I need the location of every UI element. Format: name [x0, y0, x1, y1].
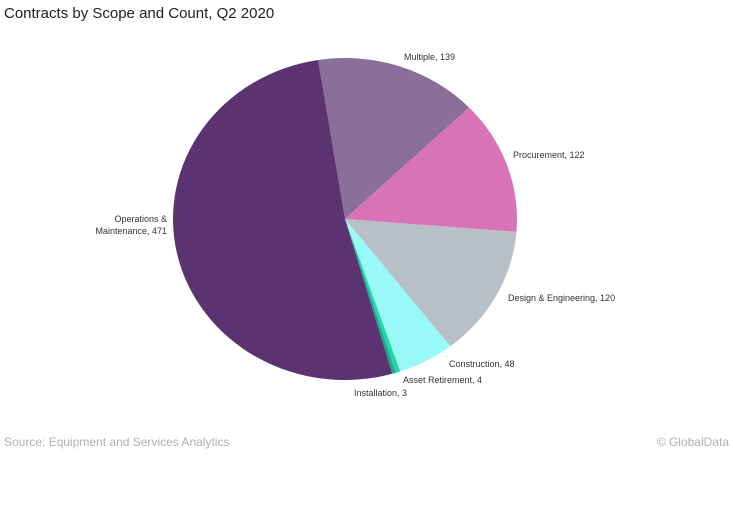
- pie-slice-construction: [345, 219, 451, 372]
- data-label: Operations & Maintenance, 471: [95, 214, 167, 236]
- pie-slice-multiple: [318, 58, 470, 219]
- data-label: Asset Retirement, 4: [403, 375, 482, 385]
- data-label: Multiple, 139: [404, 52, 455, 62]
- source-note: Source: Equipment and Services Analytics: [4, 435, 230, 449]
- chart-title: Contracts by Scope and Count, Q2 2020: [4, 5, 275, 22]
- pie-slice-asset-retirement: [345, 219, 401, 373]
- pie-slice-procurement: [345, 107, 517, 232]
- data-label: Procurement, 122: [513, 150, 585, 160]
- copyright-credit: © GlobalData: [656, 435, 729, 449]
- pie-slice-installation: [345, 219, 396, 374]
- pie-slice-operations-maintenance: [173, 59, 393, 380]
- pie-slice-design-engineering: [345, 219, 517, 347]
- data-label: Installation, 3: [354, 388, 407, 398]
- data-label: Construction, 48: [449, 359, 515, 369]
- data-label: Design & Engineering, 120: [508, 293, 615, 303]
